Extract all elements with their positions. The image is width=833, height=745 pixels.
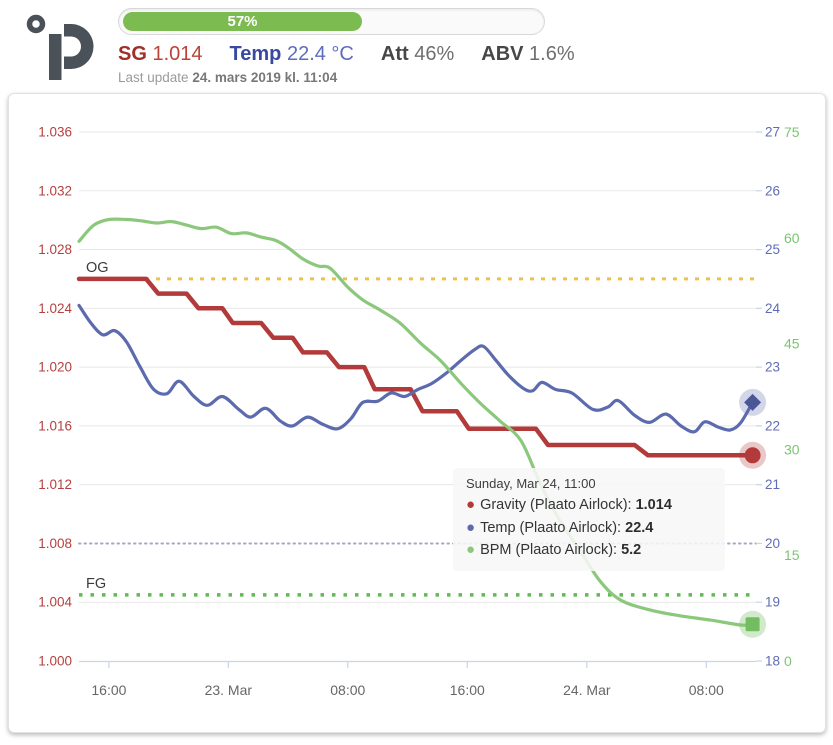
x-axis-label: 16:00	[91, 682, 126, 698]
y-axis-label-sg: 1.012	[38, 477, 72, 492]
y-axis-label-sg: 1.024	[38, 301, 72, 316]
stats-row: SG 1.014 Temp 22.4 °C Att 46% ABV 1.6%	[118, 43, 575, 66]
tooltip-gravity-value: 1.014	[635, 497, 672, 513]
progress-fill: 57%	[123, 12, 362, 31]
y-axis-label-temp: 20	[765, 536, 780, 551]
stat-temp-label: Temp	[229, 43, 282, 65]
stat-temp-value: 22.4 °C	[286, 43, 354, 65]
gravity-end-marker[interactable]	[744, 447, 761, 464]
tooltip-gravity-label: Gravity (Plaato Airlock):	[480, 497, 632, 513]
y-axis-label-temp: 21	[765, 477, 780, 492]
x-axis-label: 24. Mar	[563, 682, 611, 698]
progress-percent-label: 57%	[227, 13, 258, 30]
tooltip-temp-label: Temp (Plaato Airlock):	[480, 519, 622, 536]
tooltip-date: Sunday, Mar 24, 11:00	[466, 476, 596, 491]
y-axis-label-sg: 1.000	[38, 654, 72, 669]
stat-att: Att 46%	[381, 43, 454, 66]
y-axis-label-sg: 1.004	[38, 595, 72, 610]
last-update: Last update 24. mars 2019 kl. 11:04	[118, 70, 558, 85]
y-axis-label-bpm: 30	[784, 441, 800, 457]
y-axis-label-sg: 1.008	[38, 536, 72, 551]
y-axis-label-bpm: 60	[784, 230, 800, 246]
gravity-bullet-icon: ●	[466, 496, 476, 513]
y-axis-label-sg: 1.028	[38, 242, 72, 257]
last-update-timestamp: 24. mars 2019 kl. 11:04	[192, 70, 338, 85]
stat-sg-label: SG	[118, 43, 147, 65]
tooltip-row-gravity: ● Gravity (Plaato Airlock): 1.014	[466, 494, 712, 517]
y-axis-label-sg: 1.036	[38, 125, 72, 140]
x-axis-label: 23. Mar	[205, 682, 253, 698]
stat-temp: Temp 22.4 °C	[230, 43, 354, 66]
bpm-end-marker[interactable]	[745, 617, 760, 632]
stat-att-label: Att	[380, 43, 409, 65]
y-axis-label-temp: 23	[765, 360, 780, 375]
stat-att-value: 46%	[414, 43, 455, 65]
header: 57% SG 1.014 Temp 22.4 °C Att 46% ABV 1.…	[118, 8, 575, 85]
tooltip-row-bpm: ● BPM (Plaato Airlock): 5.2	[466, 539, 712, 562]
y-axis-label-temp: 18	[765, 654, 780, 669]
stat-abv-value: 1.6%	[529, 43, 575, 65]
y-axis-label-bpm: 75	[784, 124, 800, 140]
tooltip-bpm-label: BPM (Plaato Airlock):	[480, 542, 618, 558]
tooltip-temp-value: 22.4	[625, 519, 654, 536]
y-axis-label-temp: 24	[765, 301, 781, 316]
bpm-bullet-icon: ●	[466, 541, 476, 558]
y-axis-label-temp: 26	[765, 183, 780, 198]
x-axis-label: 08:00	[330, 682, 365, 698]
y-axis-label-temp: 25	[765, 242, 780, 257]
plaato-logo	[24, 12, 96, 82]
y-axis-label-bpm: 15	[784, 547, 800, 563]
temp-line[interactable]	[77, 303, 755, 434]
og-plotline-label: OG	[86, 260, 109, 276]
plaato-logo-glyph	[26, 14, 94, 80]
y-axis-label-temp: 27	[765, 125, 780, 140]
y-axis-label-sg: 1.032	[38, 183, 72, 198]
temp-bullet-icon: ●	[466, 518, 476, 536]
y-axis-label-sg: 1.016	[38, 418, 72, 433]
stat-abv-label: ABV	[481, 43, 524, 65]
y-axis-label-sg: 1.020	[38, 360, 72, 375]
chart-card: OG FG 16:00 23. Mar 08:00 16:00 24. Mar 08:00 1.…	[8, 93, 826, 733]
tooltip-row-temp: ● Temp (Plaato Airlock): 22.4	[466, 517, 712, 540]
y-axis-label-temp: 22	[765, 418, 780, 433]
fg-plotline-label: FG	[86, 576, 106, 592]
fermentation-progress-bar: 57%	[118, 8, 545, 35]
tooltip-bpm-value: 5.2	[621, 542, 642, 558]
temp-end-marker[interactable]	[744, 393, 762, 411]
x-axis-label: 16:00	[450, 682, 485, 698]
last-update-prefix: Last update	[118, 70, 189, 85]
fermentation-chart[interactable]: OG FG 16:00 23. Mar 08:00 16:00 24. Mar 08:00 1.…	[9, 94, 826, 733]
chart-tooltip: Sunday, Mar 24, 11:00 ● Gravity (Plaato A…	[453, 468, 725, 571]
bpm-line[interactable]	[77, 217, 755, 627]
stat-sg-value: 1.014	[152, 43, 203, 65]
y-axis-label-bpm: 45	[784, 336, 800, 352]
stat-abv: ABV 1.6%	[481, 43, 574, 66]
y-axis-label-bpm: 0	[784, 653, 792, 669]
stat-sg: SG 1.014	[118, 43, 203, 66]
y-axis-label-temp: 19	[765, 595, 780, 610]
gravity-line[interactable]	[76, 276, 755, 458]
x-axis-label: 08:00	[689, 682, 724, 698]
